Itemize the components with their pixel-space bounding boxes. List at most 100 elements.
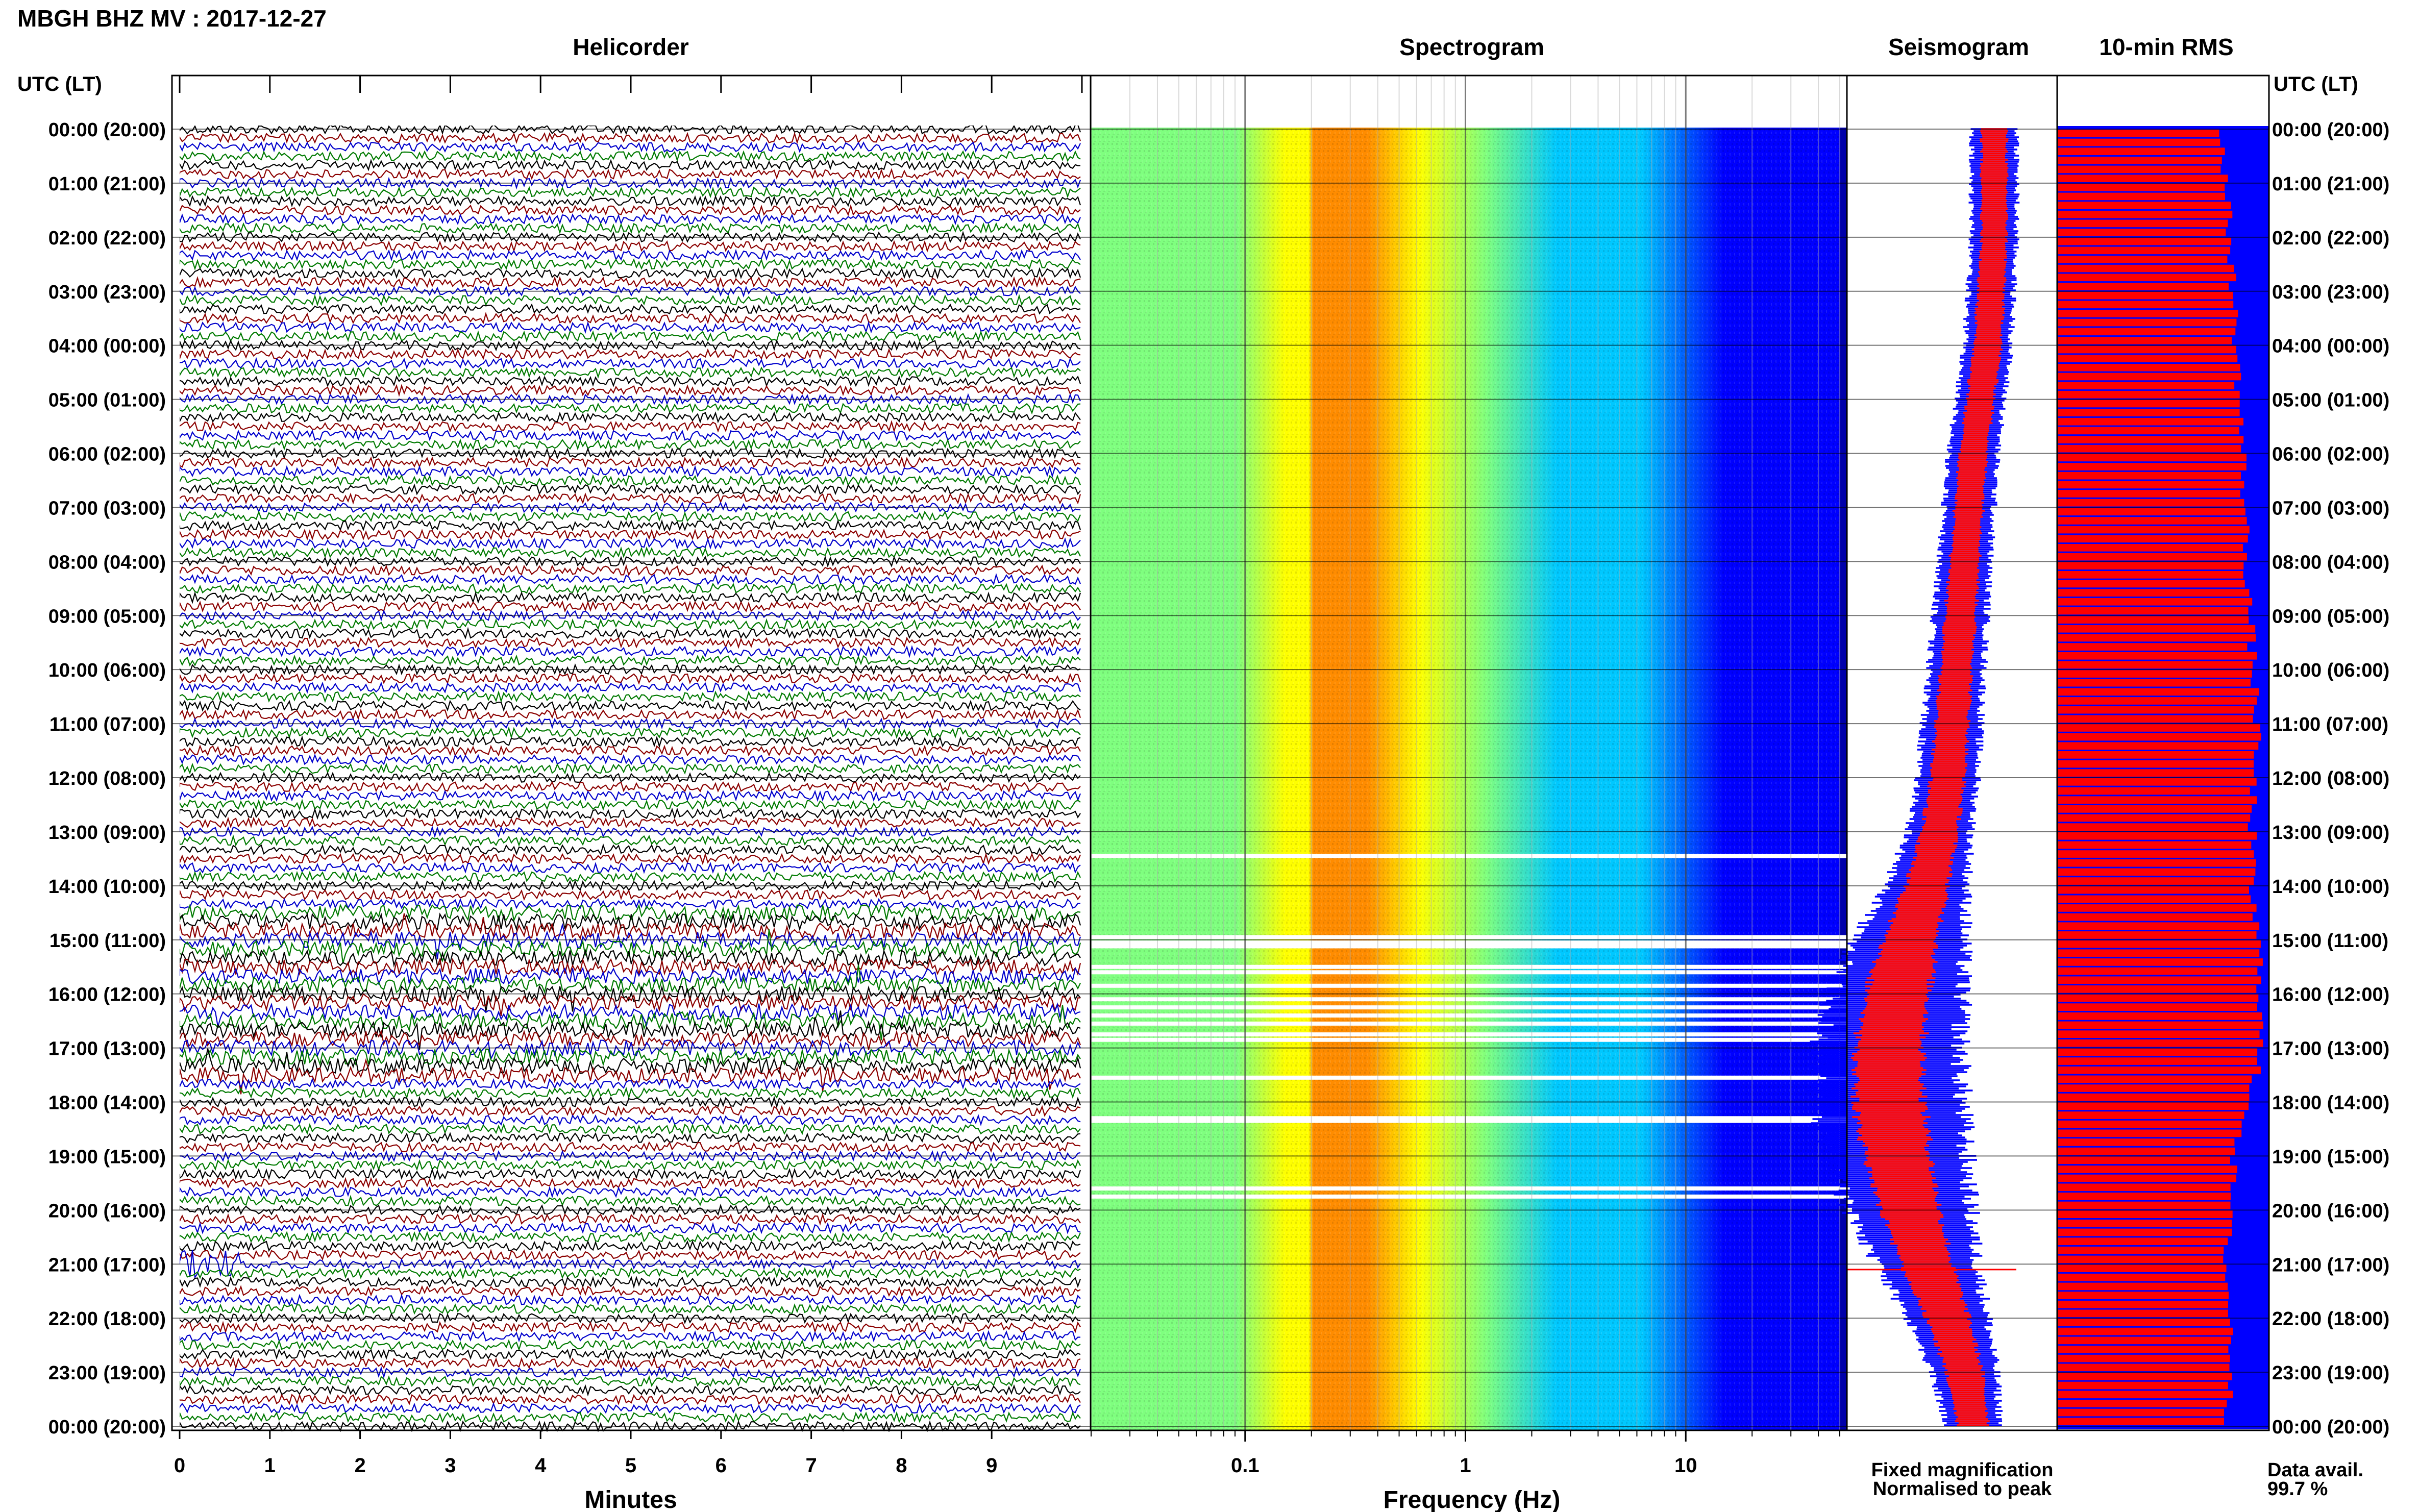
rms-bar [2057,1084,2250,1092]
rms-bar [2057,147,2225,155]
spectrogram-gap-row [1091,1032,1846,1037]
helicorder-trace [180,258,1081,271]
time-label-left: 21:00 (17:00) [48,1254,166,1276]
panel-title-helicorder: Helicorder [573,34,689,60]
time-label-right: 06:00 (02:00) [2272,444,2389,465]
helicorder-trace [180,816,1081,829]
helicorder-trace [180,1275,1081,1289]
rms-bar [2057,1327,2233,1335]
rms-bar [2057,661,2253,669]
helicorder-trace [180,618,1081,631]
rms-bar [2057,1129,2242,1137]
rms-bar [2057,562,2244,569]
helicorder-trace [180,1411,1081,1424]
helicorder-trace [180,898,1080,910]
helicorder-trace [180,1010,1081,1050]
rms-bar [2057,1255,2224,1263]
helicorder-trace [180,789,1081,802]
time-label-left: 23:00 (19:00) [48,1362,166,1384]
rms-bar [2057,1138,2235,1146]
helicorder-trace [180,348,1081,360]
rms-bar [2057,526,2250,534]
time-label-left: 22:00 (18:00) [48,1308,166,1330]
rms-bar [2057,805,2252,813]
helicorder-trace [180,636,1081,649]
rms-bar [2057,1039,2263,1047]
helicorder-trace [180,564,1081,577]
time-label-right: 18:00 (14:00) [2272,1093,2389,1114]
helicorder-trace [180,1185,1081,1199]
time-label-right: 16:00 (12:00) [2272,984,2389,1006]
helicorder-x-tick-label: 0 [174,1454,185,1477]
rms-bar [2057,183,2225,191]
rms-bar [2057,733,2261,741]
rms-bar [2057,1210,2233,1218]
spectrogram-x-tick-label: 10 [1674,1454,1697,1477]
spectrogram-gap-row [1091,1075,1846,1080]
spectrogram-gap-row [1091,964,1846,969]
helicorder-trace [180,1038,1081,1061]
helicorder-trace [180,627,1081,639]
legend-fixed-magnification: Fixed magnification [1871,1459,2054,1481]
spectrogram-gap-row [1091,935,1846,939]
rms-bar [2057,931,2257,939]
helicorder-trace [180,1375,1081,1387]
rms-bar [2057,814,2251,822]
time-label-right: 02:00 (22:00) [2272,228,2389,249]
rms-bar [2057,444,2241,453]
spectrogram-gap-row [1091,970,1846,975]
helicorder-trace [180,1114,1081,1126]
helicorder-trace [180,964,1081,995]
rms-bar [2057,670,2252,678]
panel-title-seismogram: Seismogram [1888,34,2029,60]
time-label-right: 22:00 (18:00) [2272,1308,2389,1330]
rms-bar [2057,607,2249,615]
helicorder-trace [180,1195,1081,1207]
rms-bar [2057,1336,2231,1345]
helicorder-trace [180,159,1081,171]
helicorder-trace [180,1384,1081,1397]
rms-bar [2057,1237,2228,1245]
helicorder-trace [180,1222,1081,1234]
helicorder-trace [180,673,1081,685]
rms-bar [2057,697,2257,705]
time-label-right: 14:00 (10:00) [2272,876,2389,898]
rms-bar [2057,832,2257,840]
rms-bar [2057,859,2256,867]
rms-bar [2057,318,2237,327]
rms-bar [2057,1093,2250,1101]
helicorder-trace [180,150,1081,163]
helicorder-trace [180,429,1081,442]
helicorder-trace [180,267,1081,280]
rms-bar [2057,256,2228,263]
data-availability-value: 99.7 % [2267,1478,2328,1500]
spectrogram-gap-row [1091,1037,1846,1042]
spectrogram-gap-row [1091,997,1846,1002]
helicorder-trace [180,1402,1081,1414]
data-availability-label: Data avail. [2267,1459,2363,1481]
spectrogram-gap-row [1091,944,1846,949]
spectrogram-gap-row [1091,1013,1846,1018]
rms-bar [2057,1265,2227,1272]
helicorder-trace [180,168,1081,181]
rms-bar [2057,652,2257,660]
spectrogram-gap-row [1091,854,1846,858]
rms-bar [2057,345,2236,354]
rms-bar [2057,1201,2231,1209]
rms-bar [2057,1174,2236,1182]
helicorder-trace [180,1231,1081,1244]
helicorder-trace [180,1168,1081,1180]
time-labels-left: 00:00 (20:00) 01:00 (21:00) 02:00 (22:00) 0… [48,119,166,1438]
rms-bar [2057,1003,2257,1011]
time-labels-right: 00:00 (20:00) 01:00 (21:00) 02:00 (22:00) 0… [2272,119,2389,1438]
rms-bar [2057,210,2233,218]
helicorder-trace [180,294,1081,307]
spectrogram-gap-row [1091,1119,1846,1123]
helicorder-trace [180,1132,1081,1144]
time-label-right: 12:00 (08:00) [2272,768,2389,789]
rms-bar [2057,291,2233,300]
time-label-left: 14:00 (10:00) [48,876,166,898]
helicorder-trace [180,948,1081,968]
time-label-right: 20:00 (16:00) [2272,1200,2389,1222]
helicorder-trace [180,375,1081,388]
